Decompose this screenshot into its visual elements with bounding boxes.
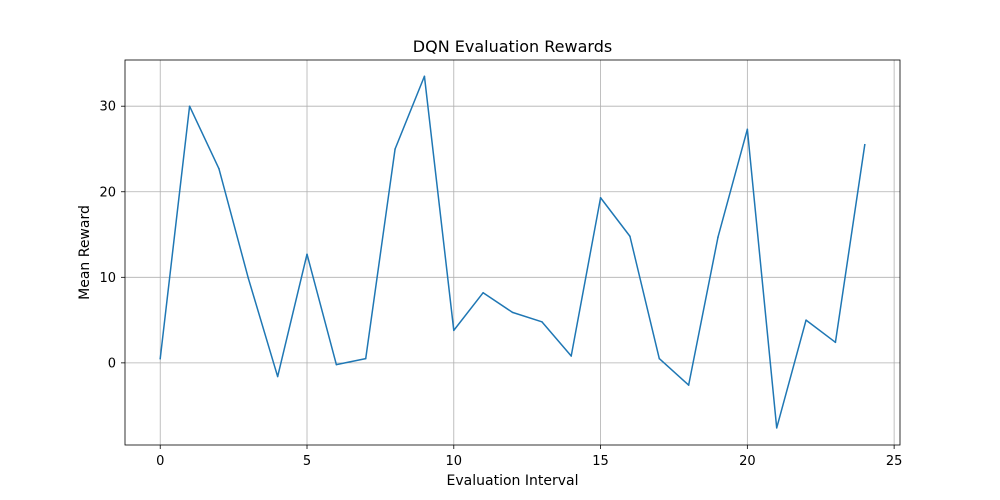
data-point xyxy=(599,196,602,199)
data-point xyxy=(541,321,543,323)
series-layer xyxy=(159,75,866,429)
data-point xyxy=(658,357,661,360)
data-point xyxy=(394,148,396,150)
data-point xyxy=(687,384,690,386)
x-tick-label: 20 xyxy=(739,454,756,469)
data-point xyxy=(423,75,426,78)
y-tick-label: 30 xyxy=(99,100,116,115)
data-point xyxy=(717,236,719,238)
data-point xyxy=(482,291,484,294)
data-point xyxy=(335,363,338,366)
data-point xyxy=(775,427,778,429)
x-axis-label: Evaluation Interval xyxy=(447,473,579,489)
data-point xyxy=(834,341,837,344)
y-tick-label: 20 xyxy=(99,185,116,200)
x-tick-label: 10 xyxy=(446,454,463,469)
data-point xyxy=(218,167,220,170)
data-point xyxy=(306,253,308,255)
data-point xyxy=(159,357,161,360)
x-tick-label: 25 xyxy=(886,454,903,469)
data-point xyxy=(805,319,807,321)
data-point xyxy=(629,235,631,237)
data-point xyxy=(364,357,367,360)
data-point xyxy=(247,277,250,279)
y-tick-label: 0 xyxy=(108,356,116,371)
data-point xyxy=(453,329,455,332)
data-point xyxy=(746,128,749,131)
data-point xyxy=(511,311,514,314)
grid xyxy=(125,60,900,445)
x-tick-label: 15 xyxy=(592,454,609,469)
y-tick-label: 10 xyxy=(99,271,116,286)
data-point xyxy=(188,105,191,107)
data-point xyxy=(570,355,572,357)
x-tick-label: 0 xyxy=(156,454,164,469)
y-axis-label: Mean Reward xyxy=(77,205,93,300)
x-tick-label: 5 xyxy=(303,454,311,469)
data-point xyxy=(864,143,866,146)
data-point xyxy=(276,375,279,378)
series-line xyxy=(159,75,866,429)
chart-title: DQN Evaluation Rewards xyxy=(413,37,612,56)
ticks: 0 5 10 15 20 25 0 10 20 30 xyxy=(99,100,902,469)
plot-frame xyxy=(124,59,901,446)
